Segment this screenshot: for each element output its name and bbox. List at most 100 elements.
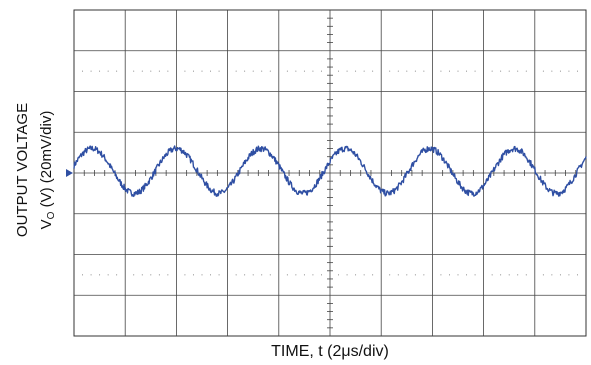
grid-dot (201, 274, 203, 276)
grid-dot (338, 70, 340, 72)
grid-dot (346, 274, 348, 276)
grid-dot (363, 70, 365, 72)
grid-dot (397, 274, 399, 276)
grid-dot (414, 70, 416, 72)
grid-dot (500, 274, 502, 276)
grid-dot (141, 274, 143, 276)
grid-dot (150, 70, 152, 72)
grid-dot (90, 70, 92, 72)
grid-dot (474, 70, 476, 72)
grid-dot (184, 274, 186, 276)
grid-dot (372, 70, 374, 72)
grid-dot (269, 274, 271, 276)
grid-dot (252, 70, 254, 72)
grid-dot (355, 70, 357, 72)
y-axis-label-line2-wrap: VO (V) (20mV/div) (38, 111, 57, 230)
grid-dot (107, 274, 109, 276)
grid-dot (244, 274, 246, 276)
grid-dot (218, 274, 220, 276)
y-axis-label-v: V (38, 219, 55, 229)
y-axis-label-line1-wrap: OUTPUT VOLTAGE (14, 103, 31, 237)
grid-dot (508, 70, 510, 72)
grid-dot (576, 274, 578, 276)
trace-layer (73, 145, 587, 198)
y-axis-label-subscript: O (46, 211, 57, 219)
grid-dot (320, 70, 322, 72)
grid-dot (517, 274, 519, 276)
grid-dot (141, 70, 143, 72)
grid-dot (244, 70, 246, 72)
grid (73, 9, 587, 337)
grid-dot (133, 70, 135, 72)
x-axis-label: TIME, t (2μs/div) (271, 343, 389, 360)
grid-dot (466, 274, 468, 276)
grid-dot (414, 274, 416, 276)
grid-dot (90, 274, 92, 276)
grid-dot (568, 70, 570, 72)
grid-dot (192, 70, 194, 72)
grid-dot (525, 70, 527, 72)
grid-dot (312, 274, 314, 276)
grid-dot (491, 70, 493, 72)
grid-dot (448, 70, 450, 72)
grid-dot (150, 274, 152, 276)
grid-dot (201, 70, 203, 72)
grid-dot (295, 70, 297, 72)
grid-dot (525, 274, 527, 276)
grid-dot (210, 70, 212, 72)
grid-dot (133, 274, 135, 276)
y-axis-label-line2: VO (V) (20mV/div) (38, 111, 57, 230)
grid-dot (517, 70, 519, 72)
grid-dot (406, 274, 408, 276)
grid-dot (303, 70, 305, 72)
grid-dot (116, 70, 118, 72)
grid-dot (269, 70, 271, 72)
grid-dot (423, 274, 425, 276)
grid-dot (457, 274, 459, 276)
voltage-trace (73, 145, 587, 198)
grid-dot (551, 274, 553, 276)
grid-dot (286, 274, 288, 276)
grid-dot (466, 70, 468, 72)
grid-dot (116, 274, 118, 276)
grid-dot (500, 70, 502, 72)
grid-dot (508, 274, 510, 276)
grid-dot (261, 274, 263, 276)
grid-dot (576, 70, 578, 72)
grid-dot (551, 70, 553, 72)
grid-dot (218, 70, 220, 72)
grid-dot (235, 274, 237, 276)
grid-dot (397, 70, 399, 72)
grid-dot (320, 274, 322, 276)
grid-dot (457, 70, 459, 72)
grid-dot (389, 70, 391, 72)
grid-dot (82, 70, 84, 72)
grid-dot (363, 274, 365, 276)
grid-dot (82, 274, 84, 276)
grid-dot (261, 70, 263, 72)
grid-dot (167, 274, 169, 276)
grid-dot (99, 274, 101, 276)
grid-dot (389, 274, 391, 276)
grid-dot (346, 70, 348, 72)
grid-dot (286, 70, 288, 72)
ground-reference-arrow (66, 169, 73, 177)
grid-dot (235, 70, 237, 72)
grid-dot (423, 70, 425, 72)
grid-dot (184, 70, 186, 72)
grid-dot (252, 274, 254, 276)
grid-dot (372, 274, 374, 276)
grid-dot (107, 70, 109, 72)
grid-dot (491, 274, 493, 276)
y-axis-label-line1: OUTPUT VOLTAGE (14, 103, 31, 237)
grid-dot (474, 274, 476, 276)
grid-dot (542, 70, 544, 72)
grid-dot (338, 274, 340, 276)
markers (66, 169, 73, 177)
grid-dot (440, 70, 442, 72)
grid-dot (192, 274, 194, 276)
y-axis-label-units: (V) (20mV/div) (38, 111, 55, 212)
grid-dot (568, 274, 570, 276)
grid-dot (99, 70, 101, 72)
